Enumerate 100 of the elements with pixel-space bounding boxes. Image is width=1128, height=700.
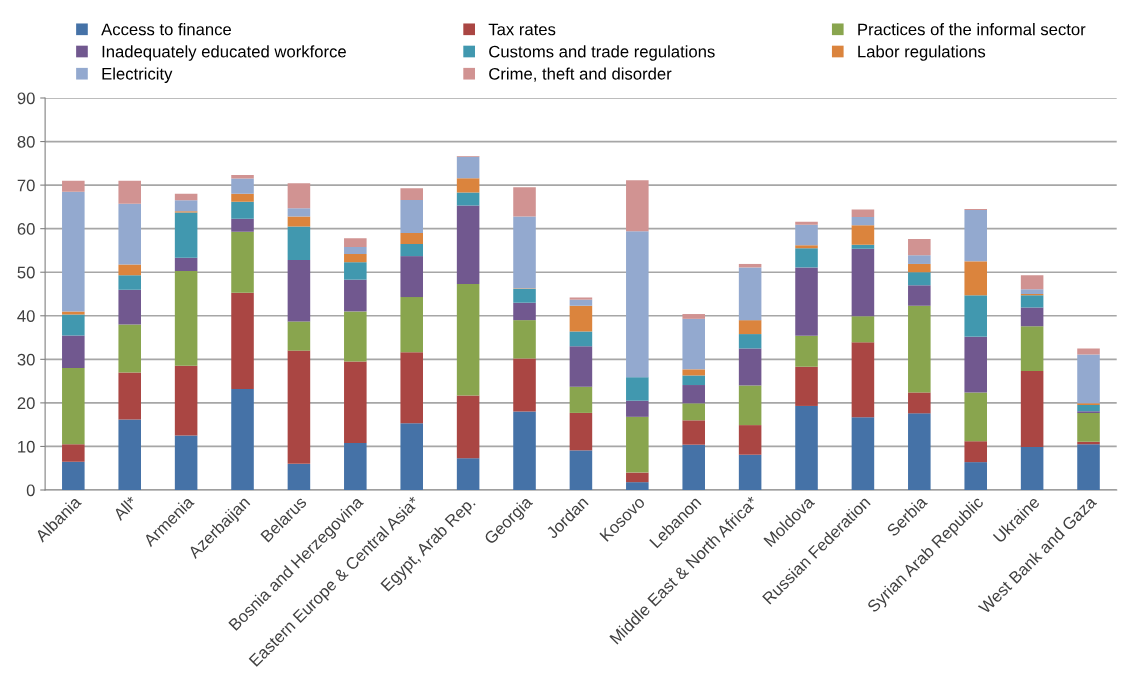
bar xyxy=(682,375,705,386)
bar xyxy=(851,316,875,343)
bar xyxy=(513,358,536,412)
bar xyxy=(738,334,762,349)
bar xyxy=(964,392,987,442)
bar xyxy=(851,225,875,245)
bar xyxy=(174,270,198,366)
legend-label: Practices of the informal sector xyxy=(858,23,1086,36)
bar xyxy=(1077,354,1100,404)
bar xyxy=(964,441,987,463)
legend-label: Crime, theft and disorder xyxy=(489,67,672,82)
legend-label: Electricity xyxy=(102,67,173,83)
bar xyxy=(851,248,875,317)
bar xyxy=(287,463,311,490)
bar xyxy=(231,178,254,194)
bar xyxy=(231,388,254,490)
bar xyxy=(682,314,705,319)
bar xyxy=(1077,444,1100,490)
bar xyxy=(1077,412,1100,442)
bar xyxy=(795,221,818,225)
bar xyxy=(1020,275,1044,290)
bar xyxy=(738,267,762,321)
bar xyxy=(174,193,198,201)
bar xyxy=(908,413,931,490)
bar xyxy=(513,411,536,490)
y-tick-label: 10 xyxy=(18,440,35,453)
bar xyxy=(174,212,198,258)
bar xyxy=(344,262,367,280)
bar xyxy=(513,216,536,289)
bar xyxy=(62,180,85,192)
bar xyxy=(400,243,423,257)
bar xyxy=(626,472,649,483)
bar xyxy=(738,320,762,335)
bar xyxy=(569,450,593,490)
bar xyxy=(1020,446,1044,490)
bar xyxy=(456,178,480,193)
y-tick-label: 40 xyxy=(17,310,35,322)
bar xyxy=(964,336,987,393)
bar xyxy=(795,224,818,246)
bar xyxy=(174,365,198,436)
legend-label: Customs and trade regulations xyxy=(489,45,715,61)
bar xyxy=(626,377,649,401)
y-tick-label: 50 xyxy=(17,266,35,279)
y-tick-label: 60 xyxy=(17,223,35,235)
bar xyxy=(118,203,141,265)
bar xyxy=(513,302,536,321)
bar xyxy=(851,417,875,490)
bar xyxy=(851,244,875,249)
bar xyxy=(569,297,593,300)
bar xyxy=(400,297,423,353)
bar xyxy=(287,226,311,261)
bar xyxy=(569,305,593,332)
bar xyxy=(344,311,367,362)
bar xyxy=(682,369,705,376)
bar xyxy=(344,361,367,443)
bar xyxy=(344,279,367,312)
bar xyxy=(231,218,254,232)
bar xyxy=(513,320,536,359)
bar xyxy=(795,405,818,490)
bar xyxy=(795,248,818,268)
bar xyxy=(62,368,85,445)
bar xyxy=(287,350,311,464)
bar xyxy=(1020,307,1044,327)
bar xyxy=(908,285,931,306)
bar xyxy=(400,233,423,244)
legend-label: Tax rates xyxy=(488,23,556,36)
bar xyxy=(62,461,85,490)
bar xyxy=(174,200,198,212)
bar xyxy=(908,272,931,286)
bar xyxy=(908,255,931,264)
bar xyxy=(1077,405,1100,412)
bar xyxy=(513,288,536,303)
bar xyxy=(569,412,593,451)
bar xyxy=(456,283,480,396)
bar xyxy=(118,289,141,325)
bar xyxy=(626,416,649,473)
bar xyxy=(400,256,423,298)
bar xyxy=(118,372,141,420)
bar xyxy=(513,187,536,217)
bar xyxy=(626,231,649,378)
bar xyxy=(62,444,85,462)
bar xyxy=(964,209,987,262)
bar xyxy=(569,386,593,413)
bar xyxy=(62,191,85,312)
bar xyxy=(231,193,254,202)
bar xyxy=(795,245,818,249)
y-tick-label: 0 xyxy=(26,484,35,497)
bar xyxy=(738,385,762,426)
bar xyxy=(400,199,423,234)
bar xyxy=(851,216,875,226)
bar xyxy=(400,188,423,200)
bar xyxy=(231,292,254,389)
bar xyxy=(118,275,141,290)
bar xyxy=(62,335,85,369)
bar xyxy=(851,209,875,217)
bar xyxy=(569,346,593,387)
bar xyxy=(287,216,311,227)
x-tick-label: All* xyxy=(112,495,139,522)
bar xyxy=(908,239,931,256)
bar xyxy=(682,444,705,490)
